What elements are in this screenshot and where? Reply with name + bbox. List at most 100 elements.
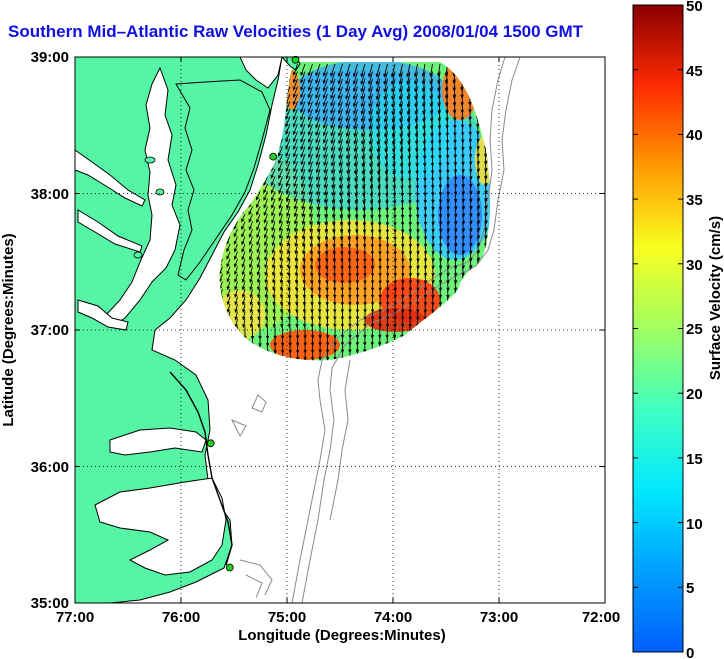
velocity-vector xyxy=(233,251,238,261)
velocity-vector xyxy=(292,146,298,158)
velocity-vector xyxy=(308,198,313,211)
velocity-vector xyxy=(308,191,313,204)
velocity-vector xyxy=(279,236,283,247)
velocity-vector xyxy=(337,78,343,92)
velocity-vector xyxy=(307,138,313,151)
velocity-vector xyxy=(383,86,388,101)
velocity-vector xyxy=(294,228,298,240)
velocity-vector xyxy=(345,86,351,100)
velocity-vector xyxy=(368,86,373,101)
velocity-vector xyxy=(287,311,292,321)
velocity-vector xyxy=(338,131,343,145)
velocity-vector xyxy=(431,296,435,307)
velocity-vector xyxy=(264,318,269,328)
velocity-vector xyxy=(345,101,351,115)
velocity-vector xyxy=(421,63,426,78)
velocity-vector xyxy=(263,206,268,217)
velocity-vector xyxy=(324,198,328,211)
pamlico-water xyxy=(94,477,227,576)
velocity-vector xyxy=(249,273,253,284)
velocity-vector xyxy=(307,131,313,144)
velocity-vector xyxy=(317,281,322,292)
velocity-vector xyxy=(353,131,358,145)
velocity-vector xyxy=(286,243,291,255)
velocity-vector xyxy=(287,296,291,306)
velocity-vector xyxy=(310,356,315,361)
velocity-vector xyxy=(438,266,443,277)
velocity-vector xyxy=(368,123,373,138)
velocity-vector xyxy=(322,71,328,85)
velocity-vector xyxy=(323,153,328,167)
velocity-vector xyxy=(330,116,336,130)
velocity-vector xyxy=(368,78,373,93)
velocity-vector xyxy=(241,273,246,283)
velocity-vector xyxy=(331,198,336,212)
velocity-vector xyxy=(323,138,328,152)
velocity-vector xyxy=(345,131,351,145)
velocity-vector xyxy=(248,236,253,246)
velocity-vector xyxy=(294,243,298,255)
velocity-vector xyxy=(278,198,283,210)
velocity-vector xyxy=(438,288,443,299)
velocity-vector xyxy=(352,78,358,93)
velocity-vector xyxy=(383,63,388,78)
velocity-vector xyxy=(307,71,313,84)
velocity-vector xyxy=(295,311,299,321)
velocity-vector xyxy=(256,258,261,269)
velocity-vector xyxy=(390,63,396,78)
velocity-vector xyxy=(295,356,300,361)
velocity-vector xyxy=(309,228,313,241)
velocity-vector xyxy=(272,281,276,291)
velocity-vector xyxy=(383,116,388,131)
outer-banks xyxy=(169,371,233,566)
velocity-vector xyxy=(337,93,343,107)
velocity-vector xyxy=(353,146,358,160)
velocity-vector xyxy=(368,101,373,116)
velocity-vector xyxy=(338,138,343,152)
velocity-vector xyxy=(248,228,253,238)
velocity-vector xyxy=(461,258,465,270)
velocity-vector xyxy=(249,251,253,261)
velocity-vector xyxy=(310,311,314,321)
velocity-vector xyxy=(453,266,458,277)
velocity-vector xyxy=(294,266,299,277)
velocity-vector xyxy=(286,221,291,232)
velocity-vector xyxy=(279,281,284,291)
velocity-vector xyxy=(249,311,254,321)
radar-station xyxy=(206,439,215,448)
velocity-vector xyxy=(271,236,276,247)
velocity-vector xyxy=(353,153,358,168)
velocity-vector xyxy=(337,101,343,115)
velocity-vector xyxy=(345,78,351,93)
velocity-vector xyxy=(368,116,373,131)
velocity-vector xyxy=(300,168,306,181)
velocity-vector xyxy=(322,86,328,99)
velocity-vector xyxy=(330,108,336,122)
velocity-vector xyxy=(242,303,246,314)
velocity-vector xyxy=(255,191,261,201)
velocity-vector xyxy=(241,288,246,298)
velocity-vector xyxy=(337,63,343,77)
velocity-vector xyxy=(293,206,298,218)
velocity-vector xyxy=(316,183,321,196)
velocity-vector xyxy=(278,191,283,202)
velocity-vector xyxy=(416,281,420,292)
velocity-vector xyxy=(234,266,238,276)
velocity-vector xyxy=(233,258,238,268)
velocity-vector xyxy=(280,303,284,314)
velocity-vector xyxy=(308,183,313,196)
velocity-vector xyxy=(292,71,298,84)
velocity-vector xyxy=(318,356,322,361)
velocity-vector xyxy=(277,146,283,157)
velocity-vector xyxy=(256,221,261,231)
velocity-vector xyxy=(398,63,403,78)
velocity-vector xyxy=(287,303,292,314)
velocity-vector xyxy=(476,243,481,255)
velocity-vector xyxy=(383,71,388,86)
velocity-vector xyxy=(285,123,291,135)
velocity-vector xyxy=(226,243,231,253)
velocity-vector xyxy=(338,161,343,175)
velocity-vector xyxy=(391,101,396,116)
velocity-vector xyxy=(292,93,298,106)
velocity-vector xyxy=(423,273,428,285)
